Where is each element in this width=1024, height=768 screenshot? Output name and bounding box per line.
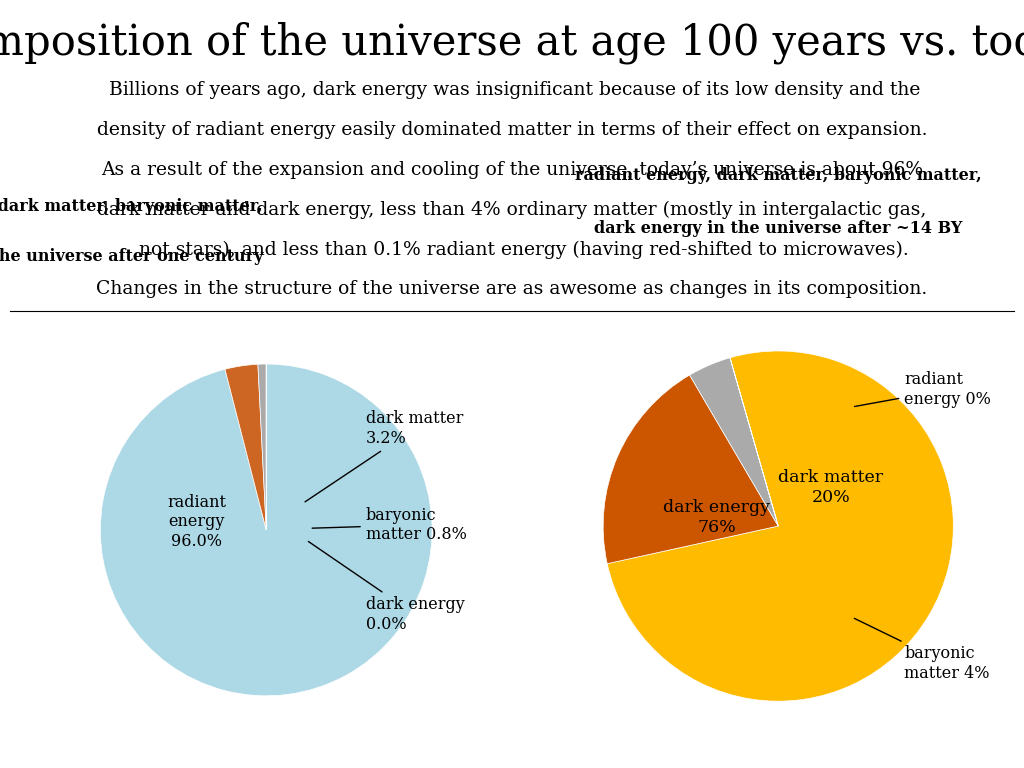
Text: dark energy
0.0%: dark energy 0.0%	[308, 541, 465, 633]
Text: dark matter and dark energy, less than 4% ordinary matter (mostly in intergalact: dark matter and dark energy, less than 4…	[97, 200, 927, 219]
Text: dark matter
20%: dark matter 20%	[778, 469, 884, 506]
Wedge shape	[607, 351, 953, 701]
Text: radiant
energy
96.0%: radiant energy 96.0%	[167, 494, 226, 550]
Text: dark matter
3.2%: dark matter 3.2%	[305, 410, 463, 502]
Text: baryonic
matter 4%: baryonic matter 4%	[854, 618, 990, 682]
Text: composition of the universe at age 100 years vs. today: composition of the universe at age 100 y…	[0, 22, 1024, 64]
Text: Billions of years ago, dark energy was insignificant because of its low density : Billions of years ago, dark energy was i…	[103, 81, 921, 98]
Text: As a result of the expansion and cooling of the universe, today’s universe is ab: As a result of the expansion and cooling…	[101, 161, 923, 178]
Text: dark energy
76%: dark energy 76%	[664, 499, 770, 535]
Text: radiant
energy 0%: radiant energy 0%	[854, 371, 991, 408]
Wedge shape	[603, 375, 778, 564]
Wedge shape	[258, 364, 266, 530]
Text: dark energy in the universe after ~14 BY: dark energy in the universe after ~14 BY	[594, 220, 963, 237]
Wedge shape	[730, 358, 778, 526]
Wedge shape	[100, 364, 432, 696]
Text: baryonic
matter 0.8%: baryonic matter 0.8%	[312, 507, 467, 543]
Text: radiant energy, dark matter, baryonic matter,: radiant energy, dark matter, baryonic ma…	[574, 167, 982, 184]
Text: not stars), and less than 0.1% radiant energy (having red-shifted to microwaves): not stars), and less than 0.1% radiant e…	[115, 240, 909, 259]
Text: dark energy in the universe after one century: dark energy in the universe after one ce…	[0, 248, 263, 265]
Text: density of radiant energy easily dominated matter in terms of their effect on ex: density of radiant energy easily dominat…	[96, 121, 928, 138]
Wedge shape	[689, 358, 778, 526]
Text: Changes in the structure of the universe are as awesome as changes in its compos: Changes in the structure of the universe…	[96, 280, 928, 298]
Wedge shape	[225, 364, 266, 530]
Text: radiant energy, dark matter, baryonic matter,: radiant energy, dark matter, baryonic ma…	[0, 198, 262, 215]
